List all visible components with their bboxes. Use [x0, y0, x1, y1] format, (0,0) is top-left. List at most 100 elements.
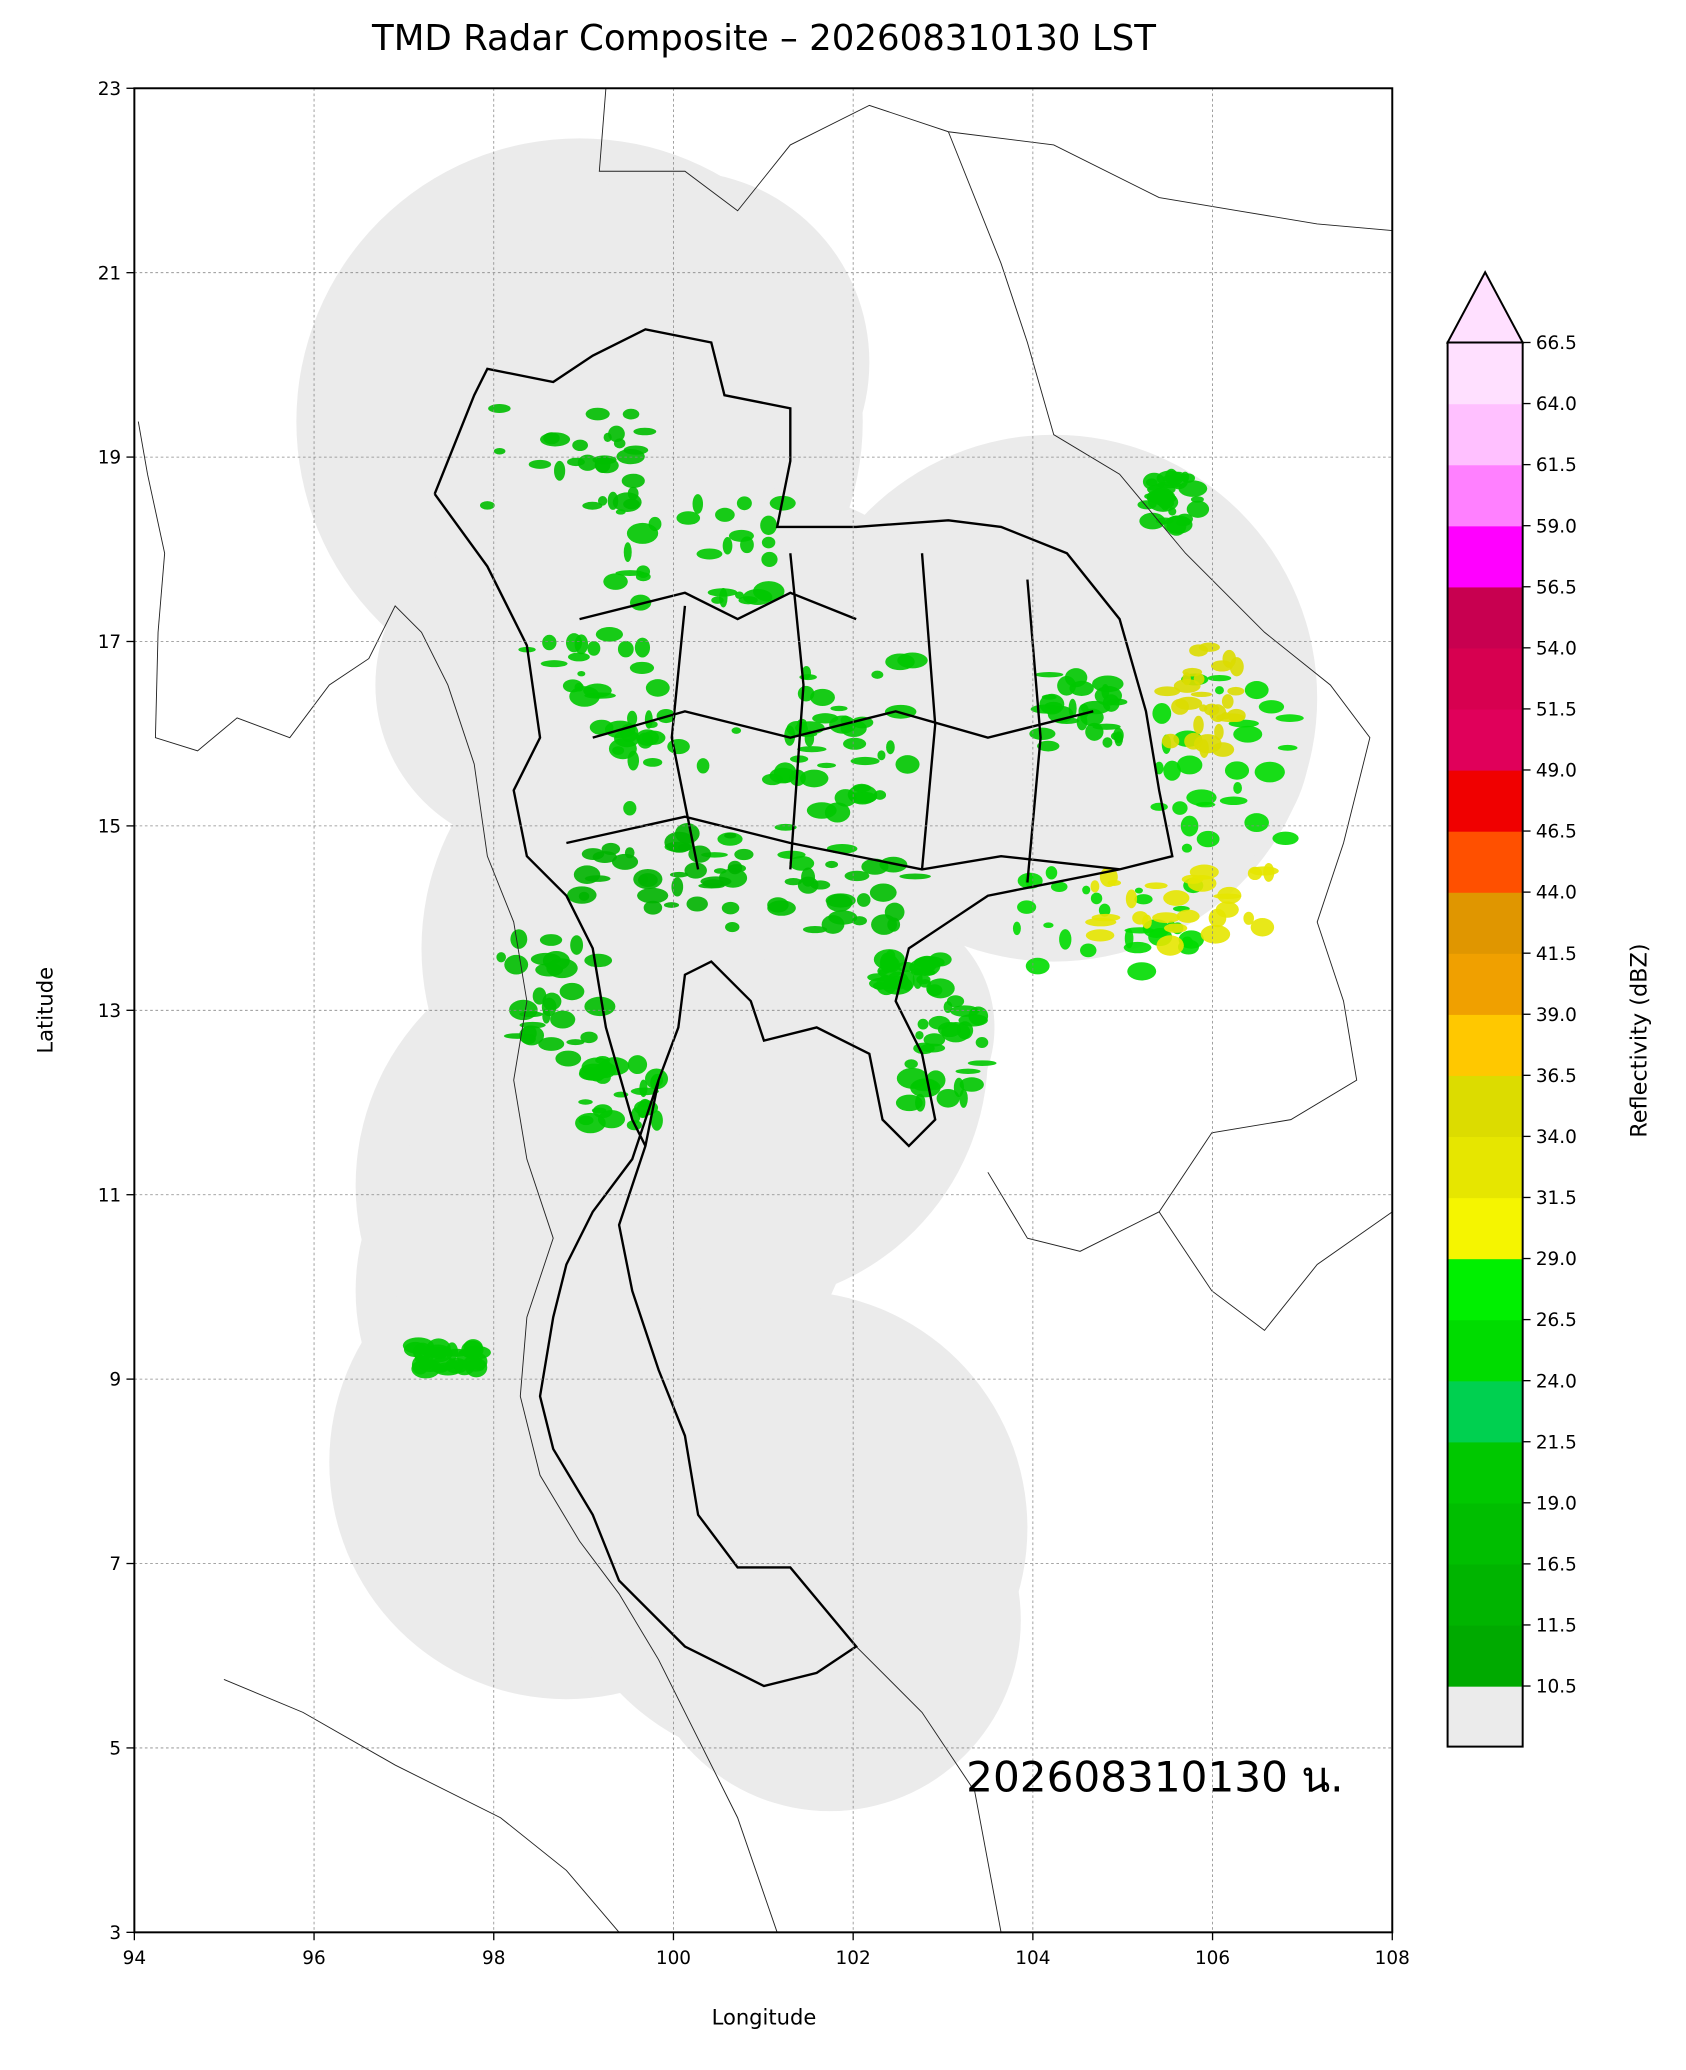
radar-echo — [975, 1037, 989, 1048]
colorbar-segment — [1447, 464, 1523, 527]
radar-echo — [1043, 922, 1054, 929]
radar-echo — [1214, 686, 1224, 695]
radar-echo — [614, 730, 640, 748]
radar-echo — [542, 1008, 551, 1024]
colorbar-segment — [1447, 708, 1523, 771]
radar-echo — [645, 679, 670, 697]
x-tick-label: 100 — [656, 1948, 691, 1969]
radar-echo — [521, 1025, 537, 1042]
timestamp-annotation: 202608310130 น. — [966, 1752, 1343, 1801]
radar-echo — [1025, 957, 1050, 975]
radar-echo — [1163, 923, 1188, 933]
radar-echo — [402, 1337, 434, 1354]
radar-echo — [566, 1039, 585, 1046]
radar-echo — [1190, 496, 1204, 503]
radar-echo — [595, 627, 623, 642]
radar-echo — [736, 496, 752, 511]
radar-echo — [1217, 886, 1242, 905]
radar-echo — [603, 573, 628, 590]
radar-echo — [637, 732, 654, 749]
radar-echoes — [402, 404, 1304, 1379]
radar-echo — [622, 408, 640, 420]
radar-echo — [1190, 691, 1213, 698]
radar-echo — [623, 801, 637, 816]
radar-echo — [600, 1057, 630, 1076]
radar-echo — [876, 975, 897, 996]
radar-echo — [919, 979, 932, 988]
radar-echo — [877, 964, 902, 979]
radar-echo — [1076, 713, 1088, 731]
radar-echo — [626, 522, 659, 544]
colorbar-tick-label: 10.5 — [1536, 1677, 1577, 1698]
colorbar-segment — [1447, 1258, 1523, 1321]
radar-echo — [1168, 471, 1189, 490]
radar-echo — [1176, 755, 1203, 775]
radar-echo — [968, 1006, 989, 1026]
radar-echo — [767, 900, 796, 916]
x-tick-label: 96 — [302, 1948, 325, 1969]
colorbar-segment — [1447, 1136, 1523, 1199]
radar-echo — [1200, 924, 1231, 944]
radar-echo — [617, 640, 634, 658]
radar-echo — [627, 710, 638, 726]
radar-echo — [577, 454, 598, 471]
radar-echo — [843, 737, 867, 750]
radar-echo — [797, 746, 827, 753]
colorbar-segment — [1447, 1441, 1523, 1504]
colorbar-tick-label: 29.0 — [1536, 1249, 1577, 1270]
radar-echo — [917, 1018, 929, 1030]
radar-echo — [926, 1070, 946, 1091]
radar-echo — [1163, 890, 1190, 906]
radar-echo — [554, 460, 566, 481]
radar-echo — [696, 758, 710, 774]
radar-echo — [707, 588, 738, 597]
radar-echo — [621, 473, 645, 489]
x-tick-label: 98 — [482, 1948, 505, 1969]
radar-echo — [623, 445, 649, 455]
radar-echo — [1090, 892, 1103, 905]
radar-echo — [1037, 740, 1060, 752]
radar-echo — [572, 439, 588, 452]
radar-echo — [761, 551, 778, 567]
radar-echo — [1272, 831, 1299, 846]
colorbar-segment — [1447, 586, 1523, 649]
radar-echo — [503, 1033, 531, 1039]
radar-echo — [828, 910, 858, 925]
colorbar-segment — [1447, 342, 1523, 405]
radar-echo — [1181, 843, 1193, 853]
radar-echo — [1221, 694, 1234, 709]
radar-echo — [762, 773, 783, 786]
radar-echo — [629, 661, 655, 674]
colorbar-tick-label: 66.5 — [1536, 333, 1577, 354]
radar-echo — [1098, 903, 1111, 917]
radar-echo — [686, 896, 708, 912]
radar-echo — [1163, 760, 1181, 781]
radar-echo — [711, 596, 724, 604]
radar-echo — [1173, 679, 1201, 693]
radar-echo — [897, 652, 928, 669]
radar-echo — [850, 756, 880, 766]
colorbar-under — [1447, 1686, 1523, 1747]
radar-echo — [1012, 921, 1021, 936]
colorbar-tick-label: 44.0 — [1536, 883, 1577, 904]
radar-echo — [1017, 900, 1037, 914]
radar-echo — [1080, 943, 1097, 958]
radar-echo — [650, 1110, 663, 1131]
y-tick-label: 15 — [98, 816, 121, 837]
radar-echo — [1211, 660, 1233, 672]
colorbar-tick-label: 64.0 — [1536, 394, 1577, 415]
radar-echo — [1144, 882, 1168, 890]
radar-echo — [797, 876, 819, 894]
radar-echo — [810, 688, 835, 706]
radar-echo — [1176, 909, 1200, 923]
radar-echo — [1258, 700, 1285, 714]
radar-echo — [1092, 723, 1121, 730]
colorbar-segment — [1447, 953, 1523, 1015]
radar-echo — [592, 455, 617, 465]
radar-echo — [671, 877, 684, 897]
radar-echo — [488, 404, 511, 413]
radar-echo — [559, 982, 585, 1001]
radar-echo — [587, 640, 601, 656]
radar-echo — [644, 710, 653, 729]
radar-echo — [774, 823, 797, 831]
